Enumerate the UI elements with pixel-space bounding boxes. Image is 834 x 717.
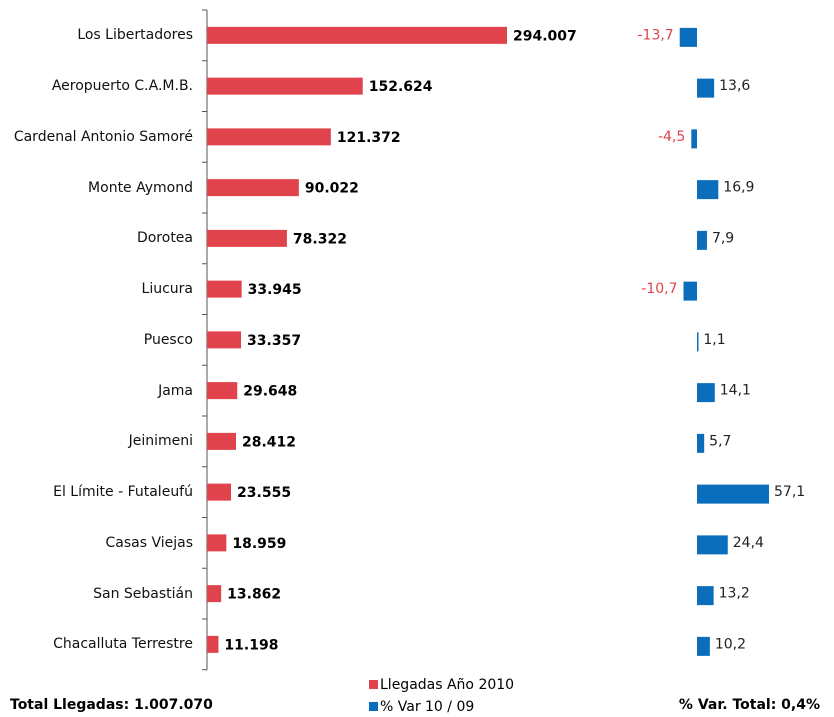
total-right: % Var. Total: 0,4% (679, 697, 820, 713)
value-label: 33.945 (248, 282, 302, 298)
bar (697, 332, 699, 352)
value-label: 33.357 (247, 333, 301, 349)
value-label: -10,7 (641, 281, 677, 297)
bar (207, 635, 219, 653)
value-label: 7,9 (712, 230, 734, 246)
bar (683, 281, 697, 301)
value-label: 23.555 (237, 485, 291, 501)
value-label: 13,6 (719, 78, 750, 94)
value-label: 294.007 (513, 28, 577, 44)
value-label: 29.648 (243, 384, 297, 400)
bar (697, 180, 719, 200)
bar (697, 78, 715, 98)
value-label: 24,4 (733, 535, 764, 551)
bar (207, 229, 287, 247)
legend-label: Llegadas Año 2010 (380, 677, 514, 693)
value-label: 5,7 (709, 433, 731, 449)
total-left: Total Llegadas: 1.007.070 (10, 697, 213, 713)
bar (697, 433, 705, 453)
category-label: Dorotea (136, 230, 193, 247)
bar (697, 230, 707, 250)
bar (207, 483, 232, 501)
value-label: 18.959 (232, 536, 286, 552)
bar (207, 534, 227, 552)
value-label: 13,2 (719, 586, 750, 602)
value-label: 152.624 (369, 79, 433, 95)
category-label: Monte Aymond (88, 179, 193, 196)
category-label: San Sebastián (93, 585, 193, 602)
bar (691, 129, 697, 149)
category-label: Liucura (141, 281, 193, 298)
value-label: 78.322 (293, 231, 347, 247)
value-label: 90.022 (305, 181, 359, 197)
legend-swatch (369, 680, 378, 689)
bar (697, 383, 715, 403)
bar (207, 128, 331, 146)
value-label: 14,1 (720, 383, 751, 399)
value-label: 10,2 (715, 636, 746, 652)
bar (697, 586, 714, 606)
value-label: -4,5 (658, 129, 685, 145)
bar (207, 331, 242, 349)
category-label: Aeropuerto C.A.M.B. (51, 78, 193, 95)
category-label: Chacalluta Terrestre (53, 636, 193, 653)
category-label: Jama (158, 382, 193, 399)
value-label: 121.372 (337, 130, 401, 146)
value-label: 16,9 (723, 180, 754, 196)
bar (697, 484, 769, 504)
category-label: El Límite - Futaleufú (53, 484, 193, 501)
legend-swatch (369, 702, 378, 711)
category-label: Jeinimeni (128, 433, 193, 450)
bar (697, 636, 710, 656)
value-label: 57,1 (774, 484, 805, 500)
category-label: Puesco (143, 331, 193, 348)
bar (207, 77, 363, 95)
category-label: Los Libertadores (77, 27, 193, 44)
value-label: -13,7 (637, 27, 673, 43)
value-label: 11.198 (224, 637, 278, 653)
legend-label: % Var 10 / 09 (380, 699, 474, 715)
value-label: 1,1 (703, 332, 725, 348)
bar (207, 432, 236, 450)
bar (697, 535, 728, 555)
value-label: 13.862 (227, 587, 281, 603)
bar (207, 26, 507, 44)
bar (207, 382, 238, 400)
bar (207, 179, 299, 197)
bar (207, 280, 242, 298)
value-label: 28.412 (242, 434, 296, 450)
bar (207, 585, 222, 603)
bar (679, 27, 697, 47)
category-label: Casas Viejas (105, 534, 193, 551)
category-label: Cardenal Antonio Samoré (13, 128, 193, 145)
